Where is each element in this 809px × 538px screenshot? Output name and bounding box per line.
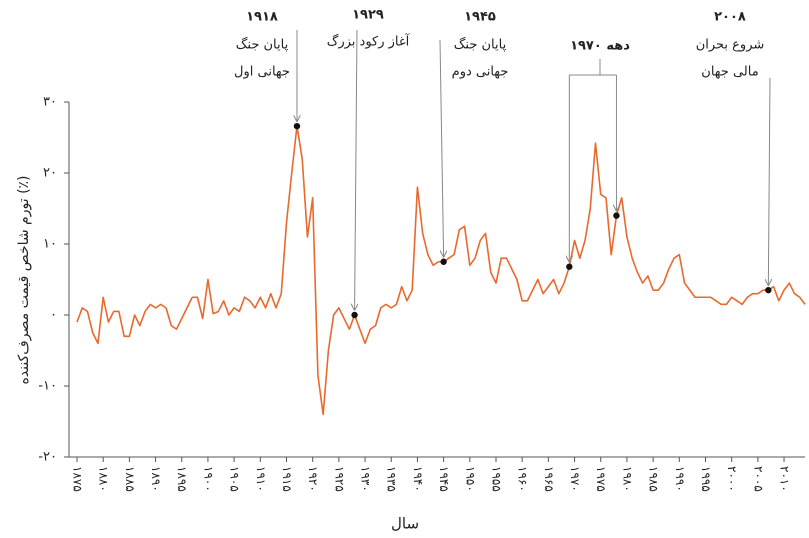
x-tick-label: ۱۹۷۰	[568, 466, 582, 492]
x-tick-label: ۱۹۲۰	[306, 466, 320, 492]
annotation-text: جهانی اول	[234, 65, 290, 80]
x-tick-label: ۱۹۰۵	[228, 466, 242, 492]
series-line	[76, 125, 806, 416]
x-tick-label: ۱۹۴۵	[437, 466, 451, 492]
annotation-point	[440, 258, 447, 265]
x-tick-label: ۱۹۸۰	[620, 466, 634, 492]
annotation-text: ۱۹۲۹	[352, 8, 384, 23]
y-tick-label: ۰	[50, 308, 57, 323]
y-tick-label: ۳۰	[43, 95, 57, 110]
annotation-point	[765, 286, 772, 294]
y-axis-label: تورم شاخص قیمت مصرف‌کننده (٪)	[16, 175, 32, 384]
y-tick-label: -۱۰	[38, 379, 57, 394]
y-tick-label: ۲۰	[43, 166, 57, 181]
annotation-text: پایان جنگ	[454, 37, 507, 53]
annotation-text: ۱۹۱۸	[246, 10, 278, 25]
x-tick-label: ۱۹۳۵	[385, 466, 399, 492]
x-tick-label: ۱۹۱۰	[254, 466, 268, 492]
x-tick-label: ۲۰۰۰	[725, 466, 739, 492]
x-tick-label: ۱۹۲۵	[332, 466, 346, 492]
annotation-arrow	[355, 29, 357, 310]
annotation-text: دهه ۱۹۷۰	[570, 39, 630, 54]
annotation-text: آغاز رکود بزرگ	[327, 33, 411, 50]
annotation-text: ۱۹۴۵	[464, 10, 496, 25]
x-tick-label: ۱۹۹۵	[699, 466, 713, 492]
x-axis-label: سال	[391, 515, 419, 533]
annotation-text: ۲۰۰۸	[714, 10, 746, 25]
x-tick-label: ۲۰۱۰	[778, 466, 792, 492]
annotation-bracket	[569, 59, 617, 76]
annotation-text: مالی جهان	[701, 65, 758, 80]
y-tick-label: -۲۰	[38, 450, 57, 465]
x-tick-label: ۱۹۳۰	[359, 466, 373, 492]
annotation-arrow	[768, 77, 770, 285]
annotation-text: پایان جنگ	[236, 37, 289, 53]
x-tick-label: ۱۹۶۰	[516, 466, 530, 492]
annotation-point	[566, 263, 573, 270]
y-tick-label: ۱۰	[43, 237, 57, 252]
x-tick-label: ۱۹۵۰	[463, 466, 477, 492]
x-tick-label: ۱۹۱۵	[280, 466, 294, 492]
x-tick-label: ۱۸۹۰	[149, 466, 163, 492]
x-tick-label: ۱۹۶۵	[542, 466, 556, 492]
annotation-point	[293, 122, 301, 130]
x-tick-label: ۱۹۵۵	[489, 466, 503, 492]
x-tick-label: ۱۹۸۵	[647, 466, 661, 492]
annotation-text: شروع بحران	[696, 38, 765, 53]
x-tick-label: ۱۸۹۵	[175, 466, 189, 492]
annotation-point	[351, 311, 358, 319]
annotation-point	[613, 212, 620, 219]
x-tick-label: ۱۹۹۰	[673, 466, 687, 492]
annotation-arrow	[439, 39, 444, 257]
annotation-text: جهانی دوم	[452, 65, 509, 80]
x-tick-label: ۱۸۸۵	[123, 466, 137, 492]
x-tick-label: ۱۸۸۰	[97, 466, 111, 492]
x-tick-label: ۲۰۰۵	[751, 466, 765, 492]
x-tick-label: ۱۸۷۵	[71, 466, 85, 492]
x-tick-label: ۱۹۰۰	[201, 466, 215, 492]
x-tick-label: ۱۹۷۵	[594, 466, 608, 492]
x-tick-label: ۱۹۴۰	[411, 466, 425, 492]
